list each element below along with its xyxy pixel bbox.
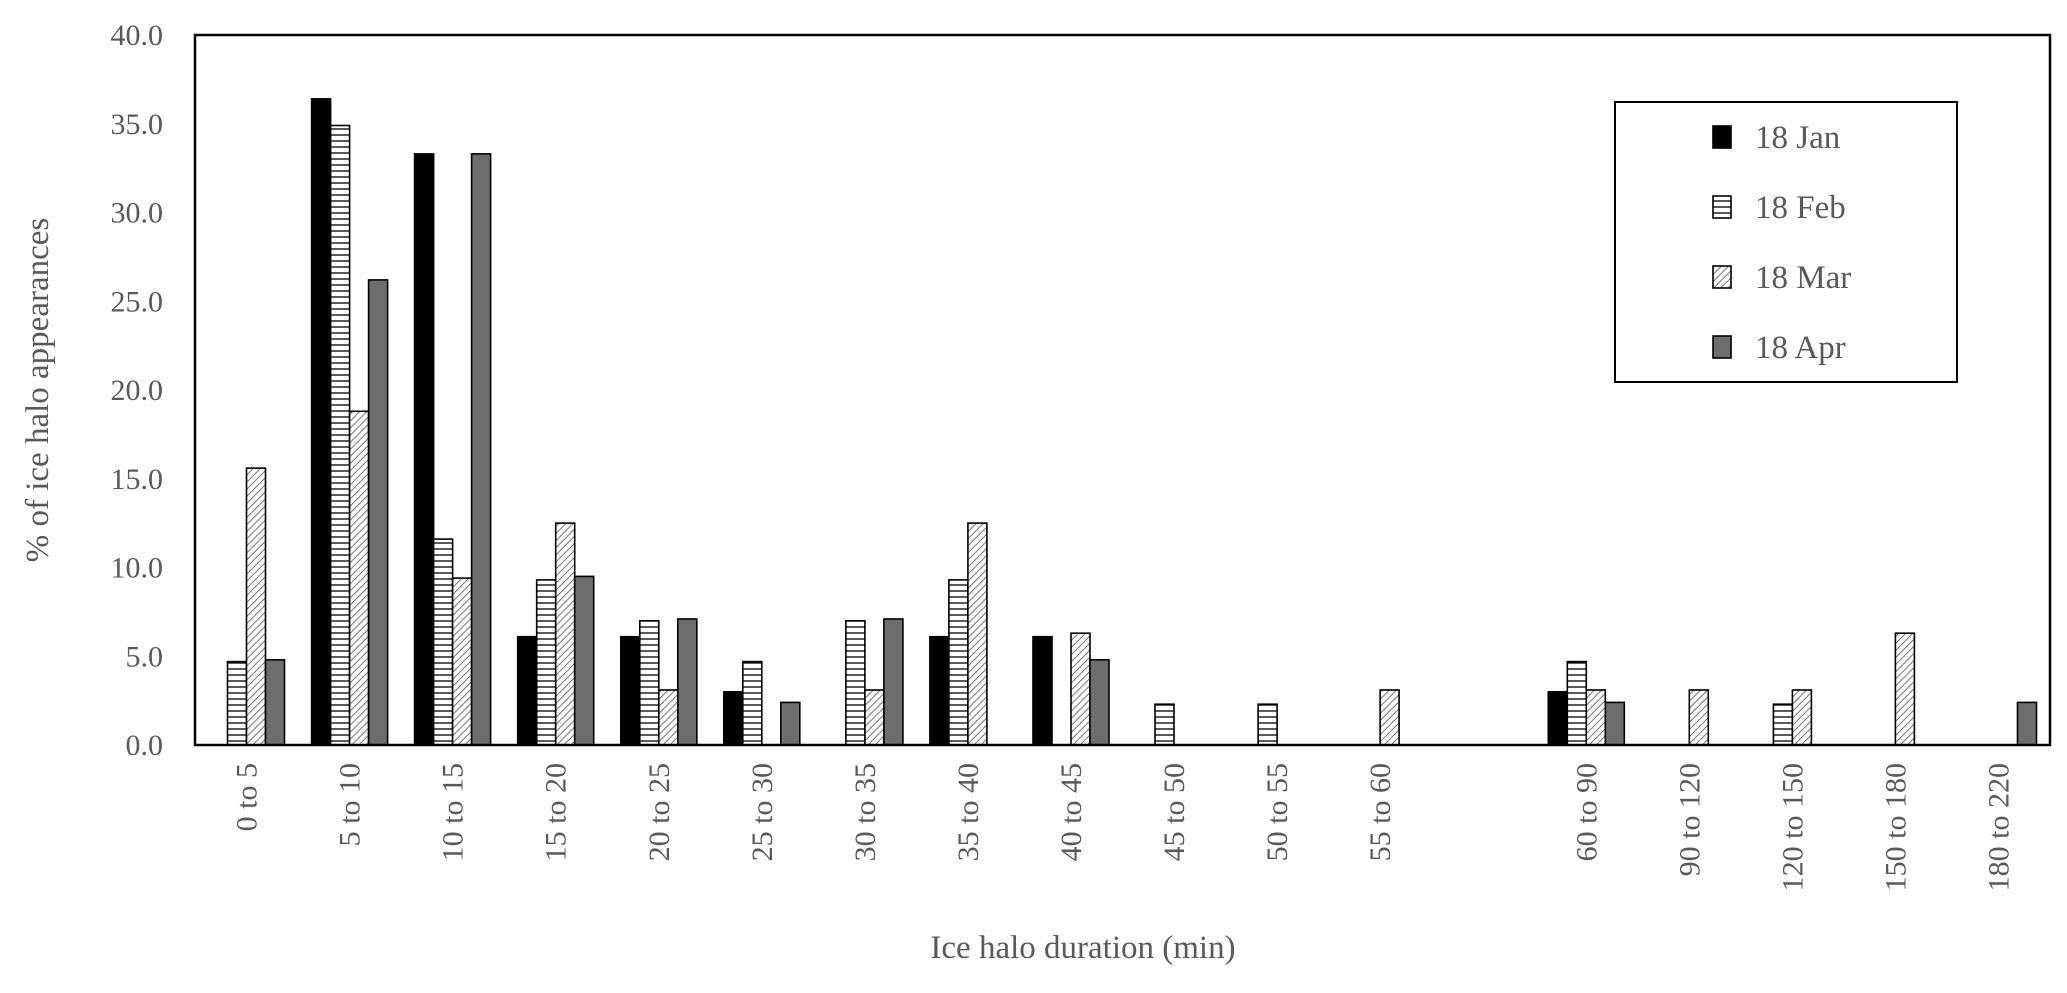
bar-18-mar-0 xyxy=(245,467,267,746)
bar-18-feb-7 xyxy=(948,579,969,746)
x-axis-title: Ice halo duration (min) xyxy=(930,930,1235,966)
x-tick-label: 30 to 35 xyxy=(849,763,882,861)
y-tick-label: 35.0 xyxy=(111,108,164,141)
bar-18-mar-15 xyxy=(1791,689,1813,746)
y-tick-label: 10.0 xyxy=(111,552,164,585)
bar-18-feb-6 xyxy=(845,619,866,746)
x-tick-label: 15 to 20 xyxy=(540,763,573,861)
bar-18-mar-7 xyxy=(967,522,988,746)
bar-18-feb-9 xyxy=(1154,703,1175,746)
bar-18-mar-11 xyxy=(1379,689,1400,746)
bar-18-feb-13 xyxy=(1566,660,1588,746)
x-tick-label: 55 to 60 xyxy=(1364,763,1397,861)
bar-18-feb-10 xyxy=(1257,703,1278,746)
x-tick-label: 90 to 120 xyxy=(1673,763,1706,876)
y-axis-title: % of ice halo appearances xyxy=(20,218,56,562)
bar-18-mar-2 xyxy=(451,577,473,746)
bar-18-apr-8 xyxy=(1089,658,1110,746)
x-tick-label: 150 to 180 xyxy=(1879,763,1912,891)
bar-18-apr-0 xyxy=(264,658,286,746)
legend-label-18-jan: 18 Jan xyxy=(1755,120,1840,156)
y-tick-label: 20.0 xyxy=(111,374,164,407)
legend-swatch-18-feb xyxy=(1712,195,1732,219)
x-tick-label: 120 to 150 xyxy=(1776,763,1809,891)
y-tick-label: 5.0 xyxy=(126,640,164,673)
x-tick-label: 10 to 15 xyxy=(437,763,470,861)
x-tick-label: 60 to 90 xyxy=(1570,763,1603,861)
y-tick-label: 0.0 xyxy=(126,729,164,762)
bar-18-jan-13 xyxy=(1547,690,1569,746)
bar-18-jan-4 xyxy=(619,635,641,746)
bar-18-feb-15 xyxy=(1772,703,1794,746)
x-tick-label: 25 to 30 xyxy=(746,763,779,861)
x-tick-label: 35 to 40 xyxy=(952,763,985,861)
bar-18-apr-17 xyxy=(2016,701,2038,746)
bar-18-feb-1 xyxy=(329,124,351,746)
x-tick-label: 0 to 5 xyxy=(231,763,264,831)
bar-18-mar-1 xyxy=(348,410,370,746)
legend-label-18-mar: 18 Mar xyxy=(1755,260,1851,296)
bar-18-mar-8 xyxy=(1070,632,1091,746)
bar-18-jan-1 xyxy=(310,98,332,746)
legend-swatch-18-apr xyxy=(1712,335,1732,359)
x-tick-label: 180 to 220 xyxy=(1983,763,2016,891)
bar-18-feb-5 xyxy=(741,660,763,746)
bar-18-jan-5 xyxy=(722,690,744,746)
bar-18-mar-14 xyxy=(1688,689,1710,746)
bar-18-apr-2 xyxy=(470,153,492,746)
legend-swatch-18-jan xyxy=(1712,125,1732,149)
bar-18-mar-13 xyxy=(1585,689,1607,746)
y-tick-label: 25.0 xyxy=(111,285,164,318)
x-tick-label: 5 to 10 xyxy=(334,763,367,846)
bar-18-mar-3 xyxy=(554,522,576,746)
bar-18-apr-5 xyxy=(779,701,801,746)
bars xyxy=(226,98,2038,746)
legend-swatch-18-mar xyxy=(1712,265,1732,289)
legend-box xyxy=(1614,101,1958,383)
bar-18-jan-2 xyxy=(413,153,435,746)
bar-18-feb-2 xyxy=(432,538,454,746)
bar-18-mar-16 xyxy=(1894,632,1916,746)
x-tick-label: 50 to 55 xyxy=(1261,763,1294,861)
bar-18-feb-3 xyxy=(535,579,557,746)
y-tick-label: 15.0 xyxy=(111,463,164,496)
bar-18-apr-3 xyxy=(573,575,595,746)
bar-18-apr-13 xyxy=(1604,701,1626,746)
bar-18-jan-7 xyxy=(929,635,950,746)
bar-18-apr-6 xyxy=(883,618,904,746)
x-tick-label: 40 to 45 xyxy=(1055,763,1088,861)
legend-label-18-apr: 18 Apr xyxy=(1755,330,1846,366)
bar-18-feb-4 xyxy=(638,619,660,746)
bar-18-jan-8 xyxy=(1032,635,1053,746)
bar-18-feb-0 xyxy=(226,660,248,746)
y-axis-ticks: 0.0 5.0 10.0 15.0 20.0 25.0 30.0 35.0 40.0 xyxy=(111,19,164,762)
bar-18-mar-4 xyxy=(657,689,679,746)
x-tick-label: 20 to 25 xyxy=(643,763,676,861)
legend-label-18-feb: 18 Feb xyxy=(1755,190,1846,226)
plot-frame xyxy=(193,33,2052,747)
legend: 18 Jan 18 Feb 18 Mar 18 Apr xyxy=(1614,101,1958,383)
y-tick-label: 40.0 xyxy=(111,19,164,52)
bar-18-jan-3 xyxy=(516,635,538,746)
x-axis-ticks: 0 to 5 5 to 10 10 to 15 15 to 20 20 to 25 25 … xyxy=(231,763,2016,891)
bar-18-apr-4 xyxy=(676,618,698,746)
x-tick-label: 45 to 50 xyxy=(1158,763,1191,861)
bar-18-apr-1 xyxy=(367,279,389,746)
y-tick-label: 30.0 xyxy=(111,197,164,230)
bar-18-mar-6 xyxy=(864,689,885,746)
